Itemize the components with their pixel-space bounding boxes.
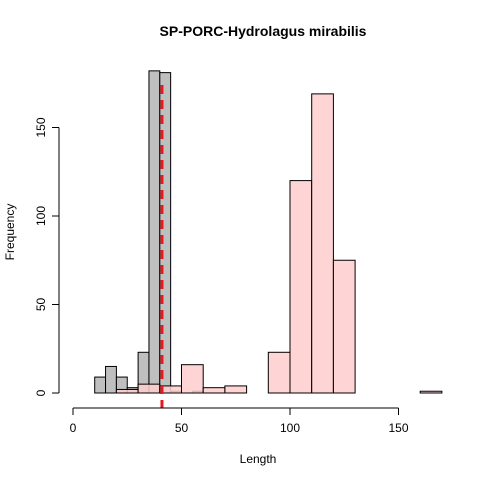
x-tick-label-1: 50 [175, 421, 189, 435]
histogram-bar-s1-11 [419, 390, 443, 394]
histogram-bar-s1-1 [137, 383, 161, 394]
histogram-bar-s1-5 [224, 385, 248, 394]
histogram-bar-s0-5 [148, 70, 161, 394]
bars-layer [94, 70, 443, 394]
y-tick-label-3: 150 [34, 117, 48, 137]
histogram-bar-s1-6 [267, 351, 291, 394]
histogram-bar-s1-8 [311, 93, 334, 394]
x-tick-label-0: 0 [70, 421, 77, 435]
histogram-bar-s1-0 [115, 388, 139, 394]
x-tick-label-3: 150 [388, 421, 408, 435]
y-tick-label-1: 50 [34, 298, 48, 312]
histogram-bar-s1-3 [181, 364, 204, 394]
chart-title: SP-PORC-Hydrolagus mirabilis [160, 23, 367, 39]
histogram-bar-s0-1 [105, 365, 117, 394]
histogram-bar-s0-0 [94, 376, 107, 394]
y-tick-label-0: 0 [34, 389, 48, 396]
y-tick-label-2: 100 [34, 206, 48, 226]
histogram-bar-s1-4 [202, 387, 226, 394]
x-axis-label: Length [240, 452, 277, 466]
x-tick-label-2: 100 [280, 421, 300, 435]
axes-layer: 0 50 100 150 0 50 100 150 [34, 117, 409, 435]
y-axis-label: Frequency [3, 204, 17, 261]
histogram-bar-s1-7 [289, 180, 313, 394]
histogram-bar-s1-9 [332, 259, 356, 394]
